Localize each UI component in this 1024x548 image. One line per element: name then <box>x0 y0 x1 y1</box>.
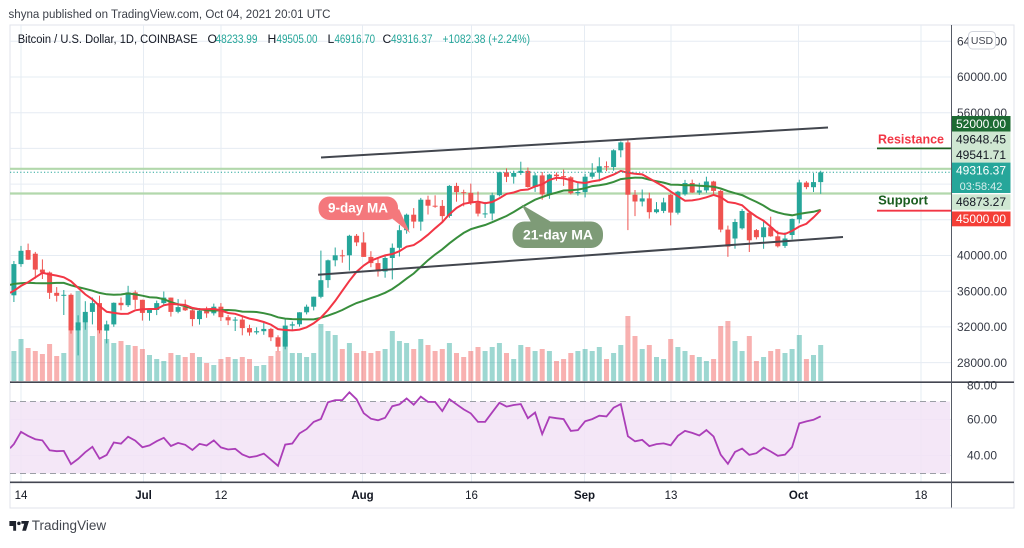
svg-text:14: 14 <box>15 490 28 502</box>
svg-text:36000.00: 36000.00 <box>957 284 1007 298</box>
svg-text:Resistance: Resistance <box>878 132 944 147</box>
svg-text:48233.99: 48233.99 <box>216 32 258 46</box>
svg-text:TradingView: TradingView <box>32 518 107 533</box>
svg-text:52000.00: 52000.00 <box>956 117 1006 131</box>
svg-text:32000.00: 32000.00 <box>957 320 1007 334</box>
svg-text:shyna published on TradingView: shyna published on TradingView.com, Oct … <box>9 7 331 21</box>
svg-text:49541.71: 49541.71 <box>956 148 1006 162</box>
svg-text:40.00: 40.00 <box>967 449 997 463</box>
svg-text:USD: USD <box>971 35 994 47</box>
svg-text:H: H <box>268 32 277 46</box>
svg-text:49505.00: 49505.00 <box>277 32 318 46</box>
svg-text:46916.70: 46916.70 <box>335 32 376 46</box>
svg-text:13: 13 <box>665 490 678 502</box>
svg-text:Oct: Oct <box>789 490 808 502</box>
svg-text:45000.00: 45000.00 <box>956 212 1006 226</box>
svg-text:40000.00: 40000.00 <box>957 249 1007 263</box>
svg-text:60000.00: 60000.00 <box>957 70 1007 84</box>
svg-text:Sep: Sep <box>574 490 595 502</box>
svg-text:Aug: Aug <box>351 490 373 502</box>
svg-text:49316.37: 49316.37 <box>956 164 1006 178</box>
svg-text:C: C <box>383 32 392 46</box>
svg-text:Jul: Jul <box>135 490 152 502</box>
svg-text:Bitcoin / U.S. Dollar, 1D, COI: Bitcoin / U.S. Dollar, 1D, COINBASE <box>18 32 198 46</box>
svg-text:60.00: 60.00 <box>967 413 997 427</box>
svg-text:49316.37: 49316.37 <box>391 32 433 46</box>
svg-text:21-day MA: 21-day MA <box>523 227 593 243</box>
svg-text:16: 16 <box>465 490 478 502</box>
svg-text:18: 18 <box>915 490 928 502</box>
svg-text:12: 12 <box>215 490 228 502</box>
svg-text:L: L <box>328 32 335 46</box>
svg-text:O: O <box>208 32 217 46</box>
svg-text:9-day MA: 9-day MA <box>328 201 388 216</box>
svg-text:03:58:42: 03:58:42 <box>960 181 1003 193</box>
svg-text:+1082.38 (+2.24%): +1082.38 (+2.24%) <box>443 32 531 46</box>
svg-text:46873.27: 46873.27 <box>956 195 1006 209</box>
svg-text:49648.45: 49648.45 <box>956 132 1006 146</box>
svg-text:Support: Support <box>878 193 928 208</box>
svg-text:28000.00: 28000.00 <box>957 356 1007 370</box>
svg-text:80.00: 80.00 <box>967 379 997 393</box>
